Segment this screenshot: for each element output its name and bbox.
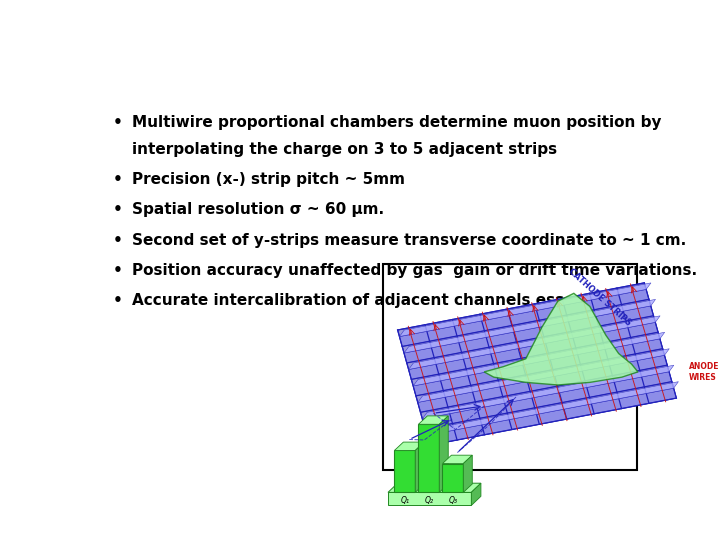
Polygon shape <box>423 365 674 419</box>
Polygon shape <box>418 424 439 492</box>
Polygon shape <box>427 388 676 445</box>
Polygon shape <box>395 442 424 450</box>
Polygon shape <box>443 463 463 492</box>
Polygon shape <box>409 316 660 369</box>
Polygon shape <box>409 322 658 380</box>
Polygon shape <box>418 416 449 424</box>
Polygon shape <box>404 306 654 363</box>
Polygon shape <box>484 293 638 385</box>
Polygon shape <box>423 372 672 429</box>
Polygon shape <box>388 483 481 492</box>
Bar <box>383 265 636 470</box>
Text: Spatial resolution σ ~ 60 μm.: Spatial resolution σ ~ 60 μm. <box>132 202 384 218</box>
Text: Q₁: Q₁ <box>400 496 410 505</box>
Text: •: • <box>112 293 122 308</box>
Polygon shape <box>427 382 678 435</box>
Text: •: • <box>112 202 122 218</box>
Text: •: • <box>112 263 122 278</box>
Text: •: • <box>112 172 122 187</box>
Polygon shape <box>400 283 651 336</box>
Polygon shape <box>413 332 665 386</box>
Polygon shape <box>395 450 415 492</box>
Polygon shape <box>397 283 676 445</box>
Polygon shape <box>418 355 667 413</box>
Polygon shape <box>418 349 670 402</box>
Polygon shape <box>443 455 472 463</box>
Text: •: • <box>112 233 122 248</box>
Bar <box>388 492 472 505</box>
Text: Q₃: Q₃ <box>449 496 457 505</box>
Text: Accurate intercalibration of adjacent channels essential.: Accurate intercalibration of adjacent ch… <box>132 293 619 308</box>
Polygon shape <box>413 339 662 396</box>
Polygon shape <box>415 442 424 492</box>
Text: ANODE
WIRES: ANODE WIRES <box>689 362 720 382</box>
Text: interpolating the charge on 3 to 5 adjacent strips: interpolating the charge on 3 to 5 adjac… <box>132 141 557 157</box>
Polygon shape <box>400 289 649 347</box>
Text: Second set of y-strips measure transverse coordinate to ~ 1 cm.: Second set of y-strips measure transvers… <box>132 233 686 248</box>
Text: Position accuracy unaffected by gas  gain or drift time variations.: Position accuracy unaffected by gas gain… <box>132 263 697 278</box>
Text: Q₂: Q₂ <box>424 496 433 505</box>
Text: Multiwire proportional chambers determine muon position by: Multiwire proportional chambers determin… <box>132 114 662 130</box>
Polygon shape <box>472 483 481 505</box>
Text: Precision (x-) strip pitch ~ 5mm: Precision (x-) strip pitch ~ 5mm <box>132 172 405 187</box>
Polygon shape <box>404 299 655 353</box>
Polygon shape <box>463 455 472 492</box>
Text: CATHODE STRIPS: CATHODE STRIPS <box>567 267 632 328</box>
Polygon shape <box>439 416 449 492</box>
Text: •: • <box>112 114 122 130</box>
